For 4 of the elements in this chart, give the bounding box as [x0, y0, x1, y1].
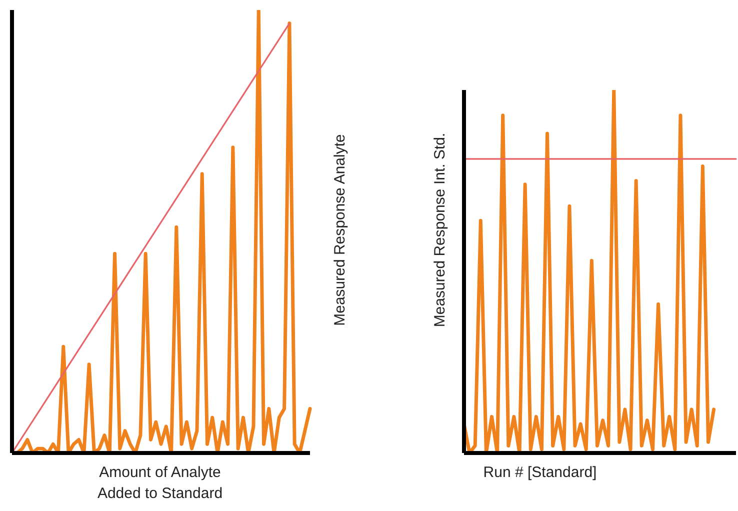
x-axis-title: Amount of Analyte Added to Standard — [97, 463, 223, 504]
x-axis-title: Run # [Standard] — [483, 463, 597, 483]
y-axis-title: Measured Response Analyte — [332, 134, 348, 326]
y-axis-title: Measured Response Int. Std. — [432, 132, 448, 328]
